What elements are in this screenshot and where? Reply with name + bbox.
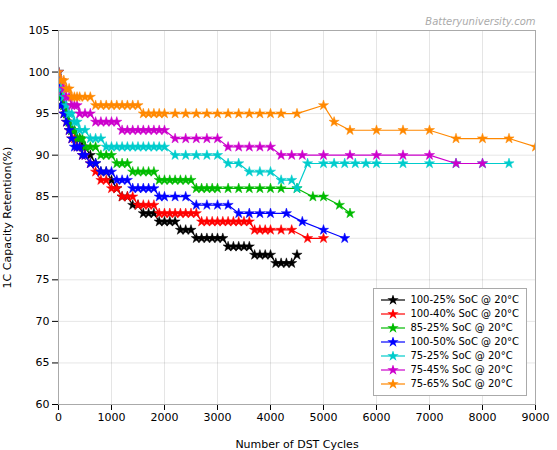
html-text:100-50% SoC @ 20°C: 100-50% SoC @ 20°C	[410, 336, 519, 347]
html-text:75-25% SoC @ 20°C: 75-25% SoC @ 20°C	[410, 350, 513, 361]
html-text:85-25% SoC @ 20°C: 85-25% SoC @ 20°C	[410, 322, 513, 333]
svg-text:65: 65	[36, 356, 50, 369]
svg-text:85: 85	[36, 190, 50, 203]
svg-text:60: 60	[36, 398, 50, 411]
svg-text:1C Capacity Retention(%): 1C Capacity Retention(%)	[1, 147, 14, 289]
svg-text:0: 0	[55, 411, 62, 424]
svg-text:90: 90	[36, 149, 50, 162]
html-text:75-65% SoC @ 20°C: 75-65% SoC @ 20°C	[410, 378, 513, 389]
svg-text:100: 100	[29, 66, 50, 79]
svg-text:3000: 3000	[204, 411, 232, 424]
svg-text:4000: 4000	[257, 411, 285, 424]
html-text:75-45% SoC @ 20°C: 75-45% SoC @ 20°C	[410, 364, 513, 375]
svg-text:9000: 9000	[522, 411, 550, 424]
svg-text:1000: 1000	[98, 411, 126, 424]
html-text:100-25% SoC @ 20°C: 100-25% SoC @ 20°C	[410, 294, 519, 305]
svg-text:8000: 8000	[469, 411, 497, 424]
svg-text:Number of DST Cycles: Number of DST Cycles	[235, 438, 359, 450]
svg-text:6000: 6000	[363, 411, 391, 424]
svg-text:2000: 2000	[151, 411, 179, 424]
svg-text:80: 80	[36, 232, 50, 245]
svg-text:7000: 7000	[416, 411, 444, 424]
html-text:100-40% SoC @ 20°C: 100-40% SoC @ 20°C	[410, 308, 519, 319]
svg-text:75: 75	[36, 273, 50, 286]
svg-text:70: 70	[36, 315, 50, 328]
svg-text:5000: 5000	[310, 411, 338, 424]
svg-text:105: 105	[29, 24, 50, 37]
svg-text:Batteryuniversity.com: Batteryuniversity.com	[425, 16, 535, 27]
svg-text:95: 95	[36, 107, 50, 120]
